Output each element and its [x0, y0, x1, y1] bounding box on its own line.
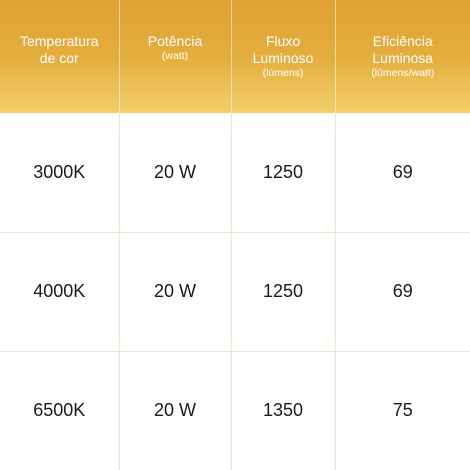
cell-luminous-efficiency: 75 — [335, 351, 470, 470]
cell-luminous-flux: 1350 — [231, 351, 336, 470]
header-subtitle: (lúmens/watt) — [371, 67, 435, 79]
cell-color-temperature: 4000K — [0, 232, 120, 352]
table-header-row: Temperatura de cor Potência (watt) Fluxo… — [0, 0, 470, 113]
header-title: Eficiência — [372, 33, 433, 49]
cell-luminous-flux: 1250 — [231, 232, 336, 352]
header-title: Temperatura — [19, 33, 99, 49]
table-row: 6500K 20 W 1350 75 — [0, 351, 470, 470]
header-title: Potência — [147, 33, 203, 49]
header-title: Fluxo — [265, 33, 301, 49]
header-power: Potência (watt) — [119, 0, 232, 113]
header-luminous-efficiency: Eficiência Luminosa (lúmens/watt) — [335, 0, 470, 113]
cell-luminous-flux: 1250 — [231, 113, 336, 233]
header-title: de cor — [39, 50, 79, 66]
header-luminous-flux: Fluxo Luminoso (lúmens) — [231, 0, 336, 113]
cell-power: 20 W — [119, 351, 232, 470]
header-color-temperature: Temperatura de cor — [0, 0, 120, 113]
cell-luminous-efficiency: 69 — [335, 232, 470, 352]
cell-color-temperature: 6500K — [0, 351, 120, 470]
cell-power: 20 W — [119, 113, 232, 233]
table-row: 3000K 20 W 1250 69 — [0, 113, 470, 233]
table-row: 4000K 20 W 1250 69 — [0, 232, 470, 352]
header-title: Luminosa — [372, 50, 434, 66]
cell-power: 20 W — [119, 232, 232, 352]
header-subtitle: (watt) — [161, 50, 189, 62]
cell-color-temperature: 3000K — [0, 113, 120, 233]
cell-luminous-efficiency: 69 — [335, 113, 470, 233]
header-subtitle: (lúmens) — [262, 67, 304, 79]
header-title: Luminoso — [252, 50, 314, 66]
